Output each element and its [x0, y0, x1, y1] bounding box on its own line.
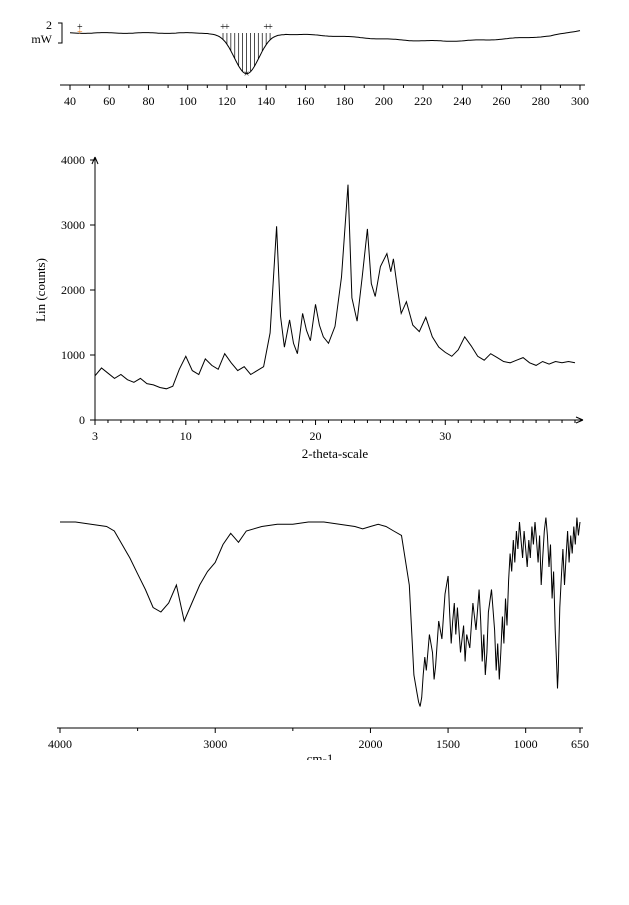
svg-text:Lin (counts): Lin (counts) — [33, 258, 48, 322]
ftir-chart: 4000 3000 2000 1500 1000 650 cm-1 — [20, 490, 609, 760]
svg-text:3000: 3000 — [203, 737, 227, 751]
svg-text:4000: 4000 — [61, 153, 85, 167]
svg-text:100: 100 — [179, 94, 197, 108]
svg-text:2000: 2000 — [61, 283, 85, 297]
svg-text:+: + — [267, 22, 273, 33]
svg-text:120: 120 — [218, 94, 236, 108]
svg-text:30: 30 — [439, 429, 451, 443]
svg-text:3: 3 — [92, 429, 98, 443]
svg-text:160: 160 — [296, 94, 314, 108]
svg-text:1000: 1000 — [61, 348, 85, 362]
svg-text:280: 280 — [532, 94, 550, 108]
svg-text:2: 2 — [46, 18, 52, 32]
svg-text:4000: 4000 — [48, 737, 72, 751]
svg-text:260: 260 — [493, 94, 511, 108]
svg-text:cm-1: cm-1 — [307, 751, 334, 760]
svg-text:180: 180 — [336, 94, 354, 108]
svg-text:×: × — [244, 69, 250, 80]
svg-text:140: 140 — [257, 94, 275, 108]
svg-text:300: 300 — [571, 94, 589, 108]
dsc-svg: 2mW++++++×406080100120140160180200220240… — [20, 10, 590, 120]
svg-text:40: 40 — [64, 94, 76, 108]
svg-text:20: 20 — [310, 429, 322, 443]
svg-text:2-theta-scale: 2-theta-scale — [302, 446, 369, 460]
svg-text:2000: 2000 — [358, 737, 382, 751]
svg-text:60: 60 — [103, 94, 115, 108]
xrd-svg: 0 1000 2000 3000 4000 3 10 20 30 Lin (counts) 2-th… — [20, 150, 590, 460]
ftir-svg: 4000 3000 2000 1500 1000 650 cm-1 — [20, 490, 590, 760]
xrd-chart: 0 1000 2000 3000 4000 3 10 20 30 Lin (counts) 2-th… — [20, 150, 609, 460]
svg-text:10: 10 — [180, 429, 192, 443]
svg-text:+: + — [77, 27, 83, 38]
svg-text:240: 240 — [453, 94, 471, 108]
svg-text:+: + — [224, 22, 230, 33]
svg-text:3000: 3000 — [61, 218, 85, 232]
dsc-chart: 2mW++++++×406080100120140160180200220240… — [20, 10, 609, 120]
svg-text:1000: 1000 — [514, 737, 538, 751]
svg-text:200: 200 — [375, 94, 393, 108]
svg-text:80: 80 — [142, 94, 154, 108]
svg-text:mW: mW — [31, 32, 52, 46]
svg-text:1500: 1500 — [436, 737, 460, 751]
svg-text:650: 650 — [571, 737, 589, 751]
svg-text:0: 0 — [79, 413, 85, 427]
svg-text:220: 220 — [414, 94, 432, 108]
